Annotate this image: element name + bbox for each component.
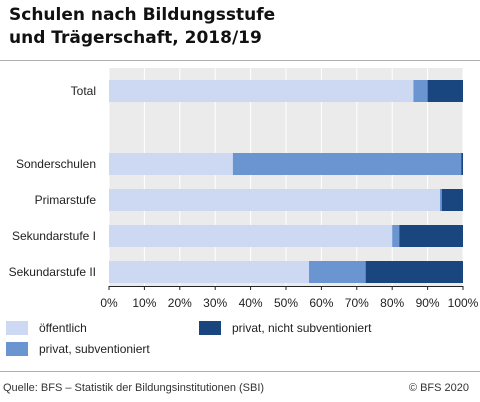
chart-title: Schulen nach Bildungsstufe und Trägersch… [9, 4, 469, 50]
copyright-note: © BFS 2020 [408, 382, 469, 394]
category-label-1: Sonderschulen [16, 157, 96, 171]
bar-3-series-1 [392, 225, 400, 247]
bar-0-series-1 [413, 80, 428, 102]
source-note: Quelle: BFS – Statistik der Bildungsinst… [3, 382, 265, 394]
bar-3-series-0 [109, 225, 393, 247]
bar-2-series-1 [439, 189, 442, 211]
category-label-2: Primarstufe [35, 193, 97, 207]
top-divider [0, 60, 480, 61]
bar-4-series-2 [365, 261, 463, 283]
bar-1-series-1 [232, 153, 462, 175]
legend-swatch-1 [6, 342, 28, 356]
x-tick-label-6: 60% [309, 296, 333, 310]
legend-label-1: privat, subventioniert [39, 342, 150, 356]
x-tick-label-10: 100% [448, 296, 479, 310]
category-label-4: Sekundarstufe II [9, 265, 96, 279]
x-tick-label-7: 70% [345, 296, 369, 310]
bar-4-series-1 [309, 261, 366, 283]
category-label-0: Total [71, 84, 96, 98]
bar-3-series-2 [399, 225, 463, 247]
bar-1-series-0 [109, 153, 233, 175]
legend-swatch-0 [6, 321, 28, 335]
x-tick-label-4: 40% [239, 296, 263, 310]
bar-0-series-2 [427, 80, 463, 102]
stacked-bar-chart: Total Sonderschulen Primarstufe Sekundarstu… [6, 68, 479, 356]
bar-2-series-0 [109, 189, 440, 211]
x-tick-label-5: 50% [274, 296, 298, 310]
x-tick-label-2: 20% [168, 296, 192, 310]
bar-0-series-0 [109, 80, 414, 102]
bottom-divider [0, 371, 480, 372]
bar-1-series-2 [461, 153, 463, 175]
x-tick-label-1: 10% [132, 296, 156, 310]
x-tick-label-9: 90% [416, 296, 440, 310]
title-line-1: Schulen nach Bildungsstufe [9, 5, 276, 25]
x-tick-label-0: 0% [100, 296, 118, 310]
x-tick-label-8: 80% [380, 296, 404, 310]
category-label-3: Sekundarstufe I [12, 229, 96, 243]
title-line-2: und Trägerschaft, 2018/19 [9, 28, 262, 48]
x-tick-label-3: 30% [203, 296, 227, 310]
bar-4-series-0 [109, 261, 310, 283]
legend-swatch-2 [199, 321, 221, 335]
legend-label-2: privat, nicht subventioniert [232, 321, 372, 335]
bar-2-series-2 [441, 189, 463, 211]
legend-label-0: öffentlich [39, 321, 87, 335]
